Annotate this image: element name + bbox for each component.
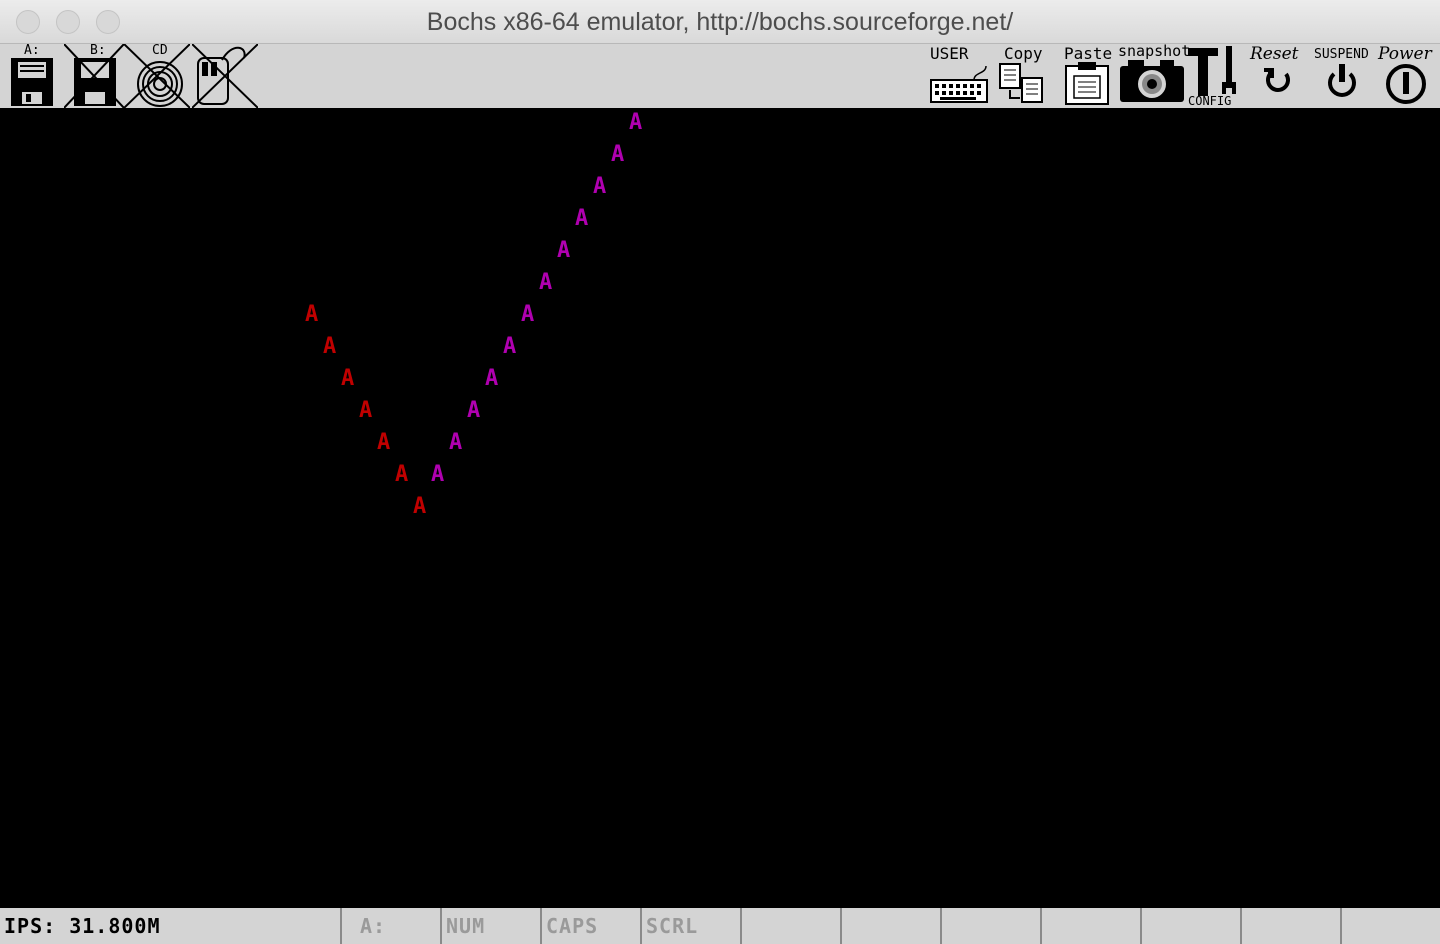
red-glyph: A [377,430,391,455]
red-glyph: A [305,302,319,327]
camera-icon [1120,60,1184,102]
cdrom-button[interactable]: CD [124,43,190,108]
suspend-button[interactable]: SUSPEND [1312,44,1376,108]
magenta-glyph: A [503,334,517,359]
user-label: USER [930,44,969,63]
suspend-label: SUSPEND [1314,47,1369,62]
magenta-glyph: A [575,206,589,231]
magenta-glyph: A [485,366,499,391]
red-glyph: A [341,366,355,391]
reset-icon [1264,68,1290,92]
paste-label: Paste [1064,44,1113,63]
snapshot-label: snapshot [1118,42,1191,60]
keyboard-icon [930,65,988,103]
window-titlebar: Bochs x86-64 emulator, http://bochs.sour… [0,0,1440,44]
copy-button[interactable]: Copy [996,44,1050,108]
reset-button[interactable]: Reset [1248,44,1312,108]
magenta-glyph: A [431,462,445,487]
status-bar: IPS: 31.800M A: NUM CAPS SCRL [0,908,1440,944]
num-lock-indicator: NUM [440,908,540,944]
magenta-glyph: A [629,110,643,135]
snapshot-button[interactable]: snapshot [1116,42,1191,108]
magenta-glyph: A [611,142,625,167]
reset-label: Reset [1250,44,1299,64]
red-glyph: A [413,494,427,519]
magenta-glyph: A [593,174,607,199]
floppy-disk-disabled-icon [64,44,124,108]
mouse-capture-button[interactable] [192,44,258,108]
config-tools-icon [1188,46,1236,96]
config-button[interactable]: CONFIG [1186,44,1246,108]
floppy-a-label: A: [24,43,40,58]
mouse-disabled-icon [192,44,258,108]
floppy-a-button[interactable]: A: [8,43,58,108]
window-title: Bochs x86-64 emulator, http://bochs.sour… [426,8,1014,36]
magenta-glyph: A [449,430,463,455]
close-window-button[interactable] [16,10,40,34]
status-slot [840,908,940,944]
power-label: Power [1378,44,1432,64]
status-slot [740,908,840,944]
status-slot [1240,908,1340,944]
cdrom-label: CD [152,43,168,58]
scroll-lock-indicator: SCRL [640,908,740,944]
caps-lock-indicator: CAPS [540,908,640,944]
drive-indicator: A: [340,908,440,944]
power-icon [1386,64,1426,104]
minimize-window-button[interactable] [56,10,80,34]
config-label: CONFIG [1188,94,1232,108]
zoom-window-button[interactable] [96,10,120,34]
cdrom-disabled-icon [124,44,190,108]
magenta-glyph: A [539,270,553,295]
magenta-glyph: A [521,302,535,327]
ips-readout: IPS: 31.800M [4,914,161,938]
red-glyph: A [395,462,409,487]
status-slot [1040,908,1140,944]
power-button[interactable]: Power [1376,44,1440,108]
suspend-power-icon [1328,64,1356,97]
user-button[interactable]: USER [928,44,990,108]
red-glyph: A [359,398,373,423]
magenta-glyph: A [467,398,481,423]
floppy-b-button[interactable]: B: [64,43,124,108]
status-slot [1140,908,1240,944]
floppy-b-label: B: [90,43,106,58]
status-slot [1340,908,1440,944]
copy-icon [999,63,1043,103]
red-glyph: A [323,334,337,359]
bochs-toolbar: A: B: CD [0,42,1440,108]
magenta-glyph: A [557,238,571,263]
floppy-disk-icon [11,58,53,106]
copy-label: Copy [1004,44,1043,63]
paste-button[interactable]: Paste [1060,44,1116,108]
clipboard-icon [1065,62,1109,105]
status-slot [940,908,1040,944]
